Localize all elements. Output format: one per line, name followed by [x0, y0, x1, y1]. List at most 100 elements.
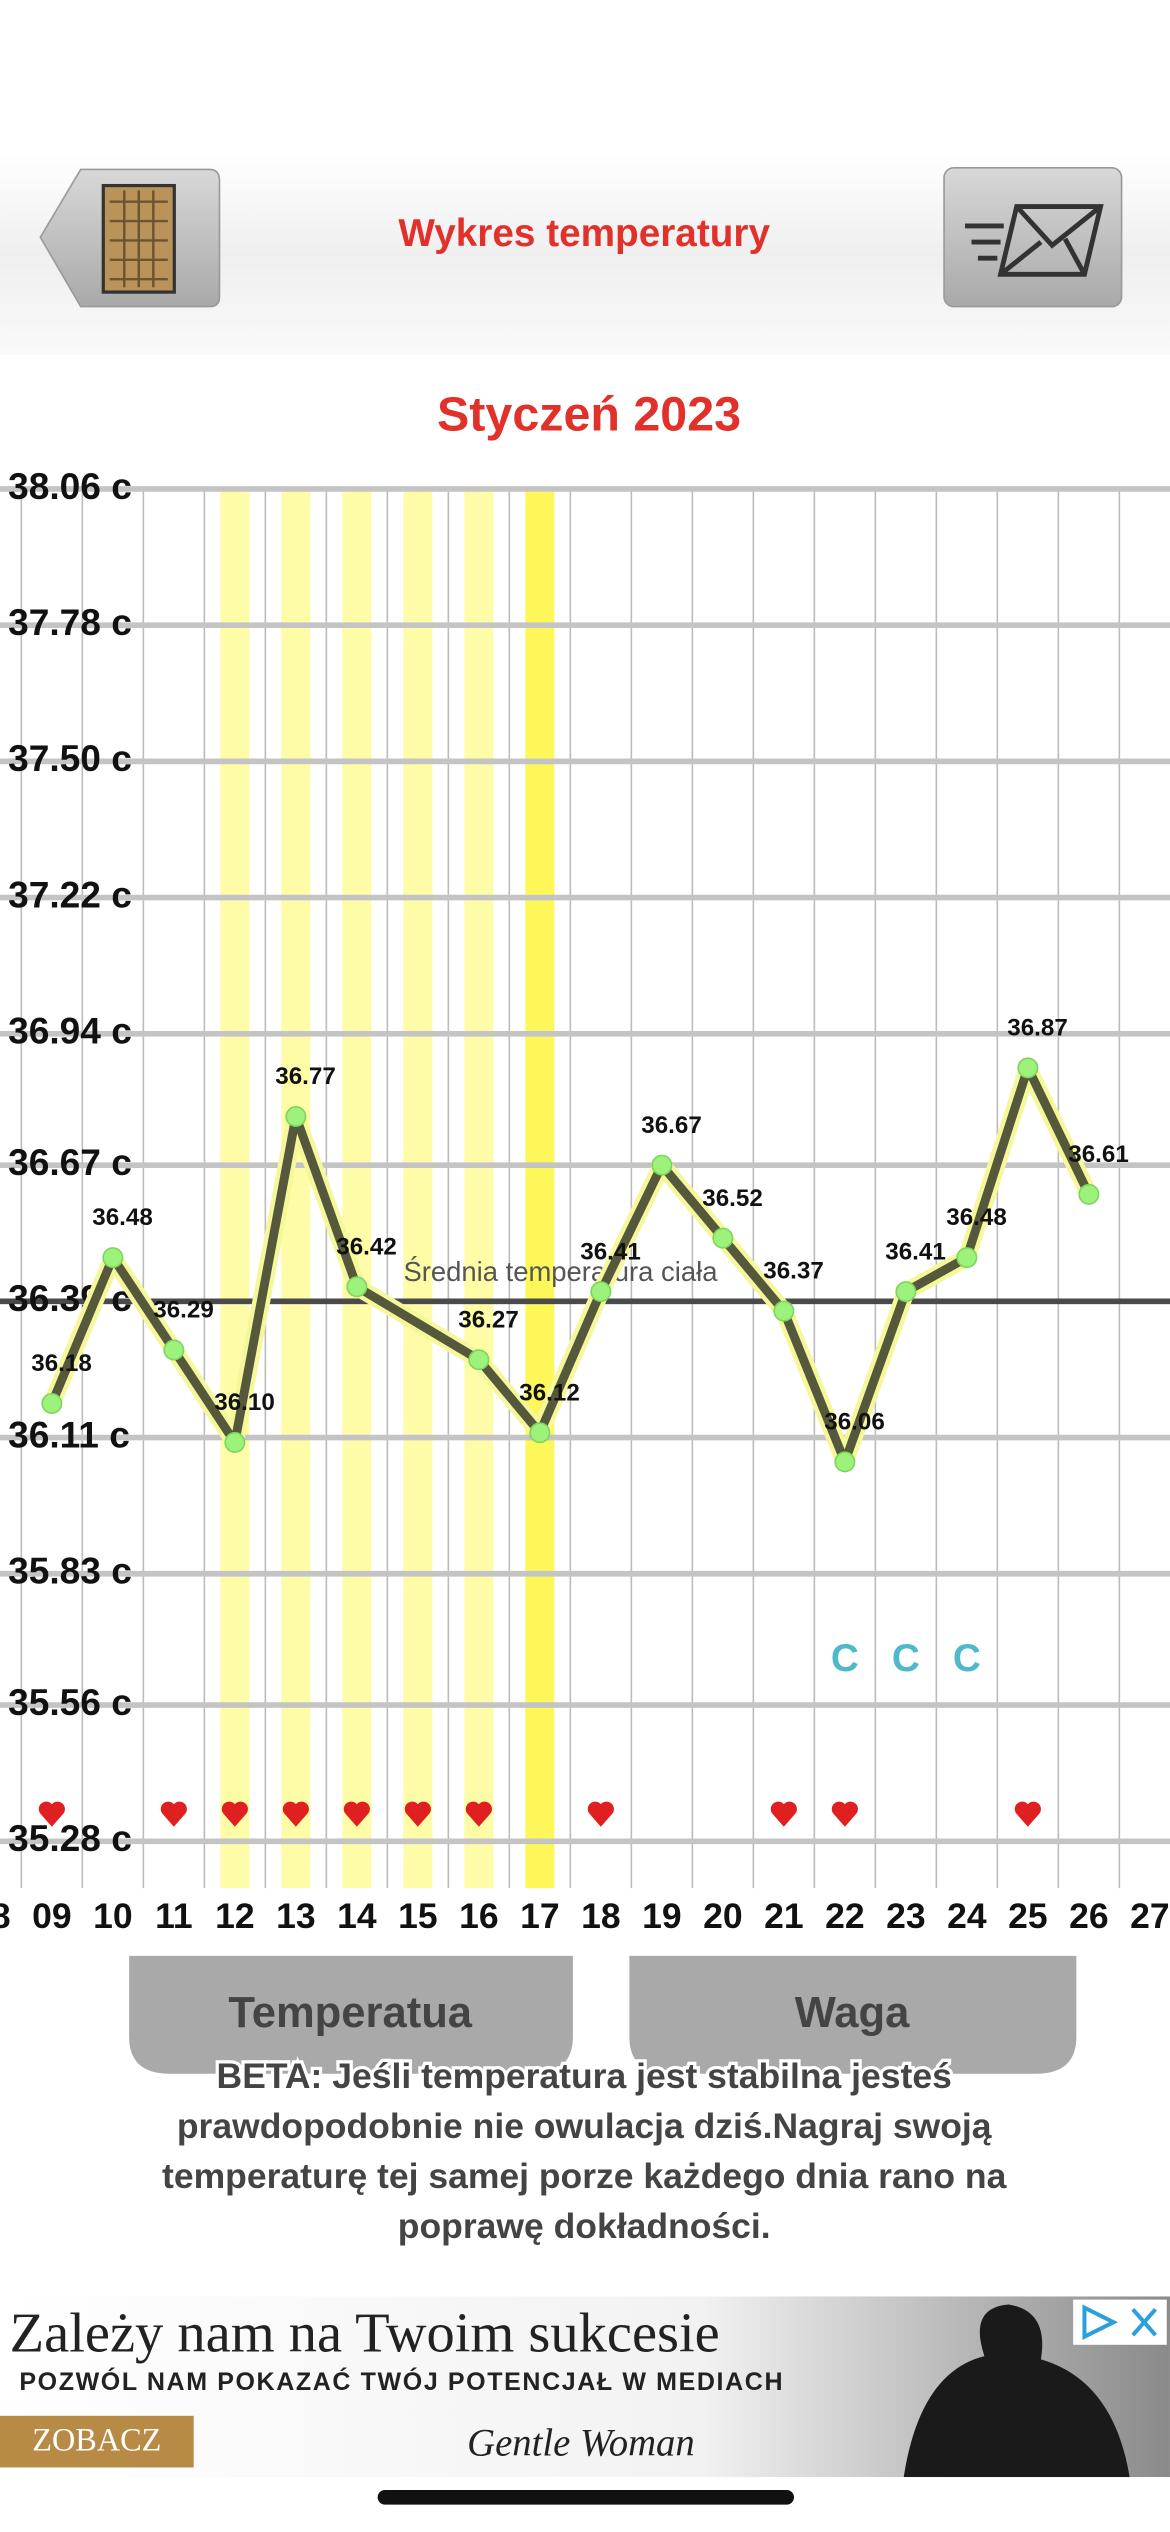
value-label: 36.61: [1068, 1141, 1129, 1168]
ad-subline[interactable]: POZWÓL NAM POKAZAĆ TWÓJ POTENCJAŁ W MEDI…: [19, 2366, 784, 2396]
tab-weight[interactable]: Waga: [629, 1955, 1077, 2074]
x-tick-label: 21: [764, 1896, 804, 1936]
note-line: poprawę dokładności.: [398, 2206, 771, 2246]
x-tick-label: 11: [155, 1896, 193, 1936]
tab-temperature[interactable]: Temperatua: [129, 1955, 573, 2074]
point: [41, 1393, 63, 1414]
point: [529, 1422, 551, 1444]
ad-button[interactable]: [0, 2415, 194, 2468]
value-label: 36.48: [946, 1204, 1007, 1231]
x-tick-label: 16: [459, 1896, 499, 1936]
point: [712, 1227, 734, 1249]
fertile-band: [220, 488, 250, 1889]
ad-brand[interactable]: Gentle Woman: [467, 2421, 695, 2464]
x-tick-label: 22: [825, 1896, 865, 1936]
point: [956, 1247, 978, 1269]
x-tick-label: 12: [215, 1896, 255, 1936]
point: [163, 1339, 185, 1361]
point: [285, 1106, 307, 1127]
value-label: 36.12: [519, 1379, 580, 1406]
fertile-band: [464, 488, 494, 1889]
point: [895, 1281, 917, 1303]
note: BETA: Jeśli temperatura jest stabilna je…: [159, 2053, 1010, 2250]
y-tick-label: 36.67 c: [8, 1141, 132, 1183]
value-label: 36.42: [336, 1233, 397, 1260]
fertile-band: [342, 488, 372, 1889]
point: [468, 1349, 490, 1371]
x-tick-label: 17: [520, 1896, 560, 1936]
heart-marker: [343, 1801, 370, 1827]
point: [590, 1281, 612, 1303]
y-tick-label: 35.83 c: [8, 1550, 132, 1592]
tab-label[interactable]: Waga: [795, 1989, 910, 2037]
x-tick-label: 25: [1008, 1896, 1048, 1936]
x-tick-label: 13: [276, 1896, 316, 1936]
y-tick-label: 36.94 c: [8, 1010, 132, 1052]
ovulation-band: [525, 488, 555, 1889]
ad-button-label[interactable]: ZOBACZ: [32, 2422, 161, 2458]
point: [224, 1431, 246, 1453]
chart-title: Styczeń 2023: [437, 388, 741, 442]
value-label: 36.67: [641, 1112, 702, 1139]
c-marker: C: [953, 1637, 981, 1680]
heart-marker: [1014, 1801, 1041, 1827]
note-line: BETA: Jeśli temperatura jest stabilna je…: [217, 2056, 952, 2096]
value-label: 36.77: [275, 1063, 336, 1090]
x-tick-label: 20: [703, 1896, 743, 1936]
value-label: 36.18: [31, 1350, 92, 1377]
tab-label[interactable]: Temperatua: [228, 1989, 472, 2037]
point: [834, 1451, 856, 1473]
value-label: 36.29: [153, 1297, 214, 1324]
mail-button[interactable]: [943, 167, 1123, 308]
y-tick-label: 37.22 c: [8, 873, 132, 915]
heart-marker: [38, 1801, 65, 1827]
x-tick-label: 23: [886, 1896, 926, 1936]
value-label: 36.52: [702, 1185, 763, 1212]
point: [1078, 1183, 1100, 1205]
ad-banner[interactable]: Zależy nam na Twoim sukcesie POZWÓL NAM …: [0, 2296, 1170, 2478]
point: [346, 1276, 368, 1298]
heart-marker: [770, 1801, 797, 1827]
y-tick-label: 36.39 c: [8, 1277, 132, 1319]
tab-shape[interactable]: [629, 1955, 1077, 2074]
x-tick-label: 19: [642, 1896, 682, 1936]
ad-photo[interactable]: [903, 2304, 1130, 2478]
heart-marker: [587, 1801, 614, 1827]
tab-shape[interactable]: [129, 1955, 573, 2074]
value-label: 36.41: [885, 1238, 946, 1265]
ad-close-icon[interactable]: [1131, 2307, 1157, 2337]
note-line: temperaturę tej samej porze każdego dnia…: [162, 2156, 1007, 2196]
ad-headline[interactable]: Zależy nam na Twoim sukcesie: [10, 2302, 720, 2364]
x-tick-label: 27: [1130, 1896, 1170, 1936]
value-label: 36.27: [458, 1306, 519, 1333]
fertile-band: [403, 488, 433, 1889]
heart-marker: [221, 1801, 248, 1827]
x-tick-label: 24: [947, 1896, 987, 1936]
x-tick-label: 08: [0, 1896, 11, 1936]
heart-marker: [282, 1801, 309, 1827]
value-label: 36.06: [824, 1409, 885, 1436]
heart-marker: [831, 1801, 858, 1827]
mail-speed-lines[interactable]: [965, 223, 1004, 261]
heart-marker: [465, 1801, 492, 1827]
y-tick-label: 36.11 c: [8, 1413, 130, 1455]
back-button[interactable]: [39, 168, 221, 308]
y-tick-label: 37.78 c: [8, 601, 132, 643]
x-tick-label: 10: [93, 1896, 133, 1936]
average-label: Średnia temperatura ciała: [403, 1255, 718, 1287]
c-marker: C: [831, 1637, 859, 1680]
point: [102, 1247, 124, 1269]
value-label: 36.48: [92, 1204, 153, 1231]
chart: Średnia temperatura ciała 38.06 c 37.78 c 3…: [0, 465, 1170, 1936]
ad-choices-icon[interactable]: [1082, 2304, 1119, 2340]
x-tick-label: 09: [32, 1896, 72, 1936]
y-tick-label: 35.28 c: [8, 1817, 132, 1859]
point: [651, 1154, 673, 1176]
mail-icon[interactable]: [997, 204, 1104, 277]
ad-controls[interactable]: [1073, 2299, 1167, 2345]
screen-title: Wykres temperatury: [398, 212, 770, 255]
heart-marker: [160, 1801, 187, 1827]
calendar-grid[interactable]: [109, 190, 168, 288]
c-marker: C: [892, 1637, 920, 1680]
